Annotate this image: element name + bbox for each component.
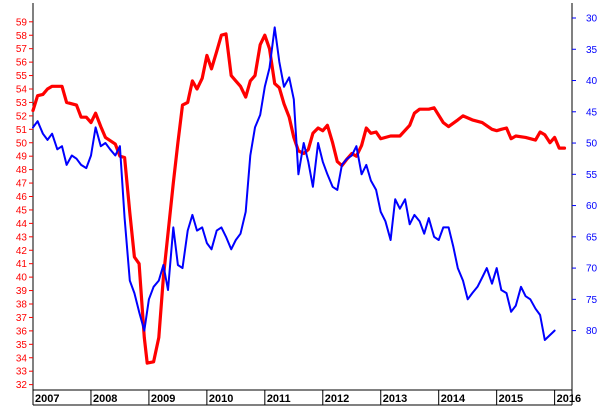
left-tick-label: 50: [16, 138, 28, 149]
left-tick-label: 44: [16, 219, 28, 230]
left-tick-label: 32: [16, 380, 28, 391]
left-tick-label: 35: [16, 340, 28, 351]
left-tick-label: 46: [16, 192, 28, 203]
x-tick-label: 2010: [209, 393, 233, 405]
x-tick-label: 2015: [499, 393, 523, 405]
left-tick-label: 40: [16, 273, 28, 284]
right-tick-label: 75: [586, 295, 598, 306]
left-tick-label: 41: [16, 259, 28, 270]
x-tick-label: 2009: [151, 393, 175, 405]
left-tick-label: 39: [16, 286, 28, 297]
right-tick-label: 30: [586, 14, 598, 25]
left-tick-label: 57: [16, 44, 28, 55]
left-tick-label: 43: [16, 232, 28, 243]
right-tick-label: 70: [586, 264, 598, 275]
left-tick-label: 58: [16, 31, 28, 42]
left-tick-label: 56: [16, 58, 28, 69]
right-axis-ticks: 30 35 40 45 50 55 60 65 70 75 80: [572, 14, 598, 337]
left-tick-label: 37: [16, 313, 28, 324]
right-tick-label: 65: [586, 232, 598, 243]
x-tick-label: 2012: [325, 393, 349, 405]
x-tick-label: 2007: [35, 393, 59, 405]
x-axis-ticks: 2007 2008 2009 2010 2011 2012 2013 2014 2015 2016: [35, 390, 581, 405]
right-tick-label: 55: [586, 170, 598, 181]
left-tick-label: 53: [16, 98, 28, 109]
left-tick-label: 33: [16, 367, 28, 378]
axes: [32, 3, 573, 406]
x-tick-label: 2013: [383, 393, 407, 405]
right-tick-label: 60: [586, 201, 598, 212]
left-axis-ticks: 32 33 34 35 36 37 38 39 40 41 42 43 44 45 46 47 48 49 50 51…: [16, 17, 33, 391]
x-tick-label: 2011: [267, 393, 291, 405]
x-tick-label: 2008: [93, 393, 117, 405]
left-tick-label: 48: [16, 165, 28, 176]
series-line-right-axis: [32, 26, 556, 341]
right-tick-label: 80: [586, 326, 598, 337]
x-tick-label: 2016: [557, 393, 581, 405]
left-tick-label: 36: [16, 326, 28, 337]
right-tick-label: 50: [586, 139, 598, 150]
left-tick-label: 52: [16, 111, 28, 122]
left-tick-label: 38: [16, 300, 28, 311]
right-tick-label: 35: [586, 45, 598, 56]
right-tick-label: 45: [586, 107, 598, 118]
right-tick-label: 40: [586, 76, 598, 87]
series-line-left-axis: [31, 32, 567, 365]
left-tick-label: 49: [16, 152, 28, 163]
left-tick-label: 47: [16, 179, 28, 190]
left-tick-label: 51: [16, 125, 28, 136]
left-tick-label: 34: [16, 353, 28, 364]
left-tick-label: 54: [16, 85, 28, 96]
left-tick-label: 55: [16, 71, 28, 82]
left-tick-label: 59: [16, 17, 28, 28]
x-tick-label: 2014: [441, 393, 466, 405]
left-tick-label: 42: [16, 246, 28, 257]
series-layer: [31, 26, 567, 365]
left-tick-label: 45: [16, 205, 28, 216]
